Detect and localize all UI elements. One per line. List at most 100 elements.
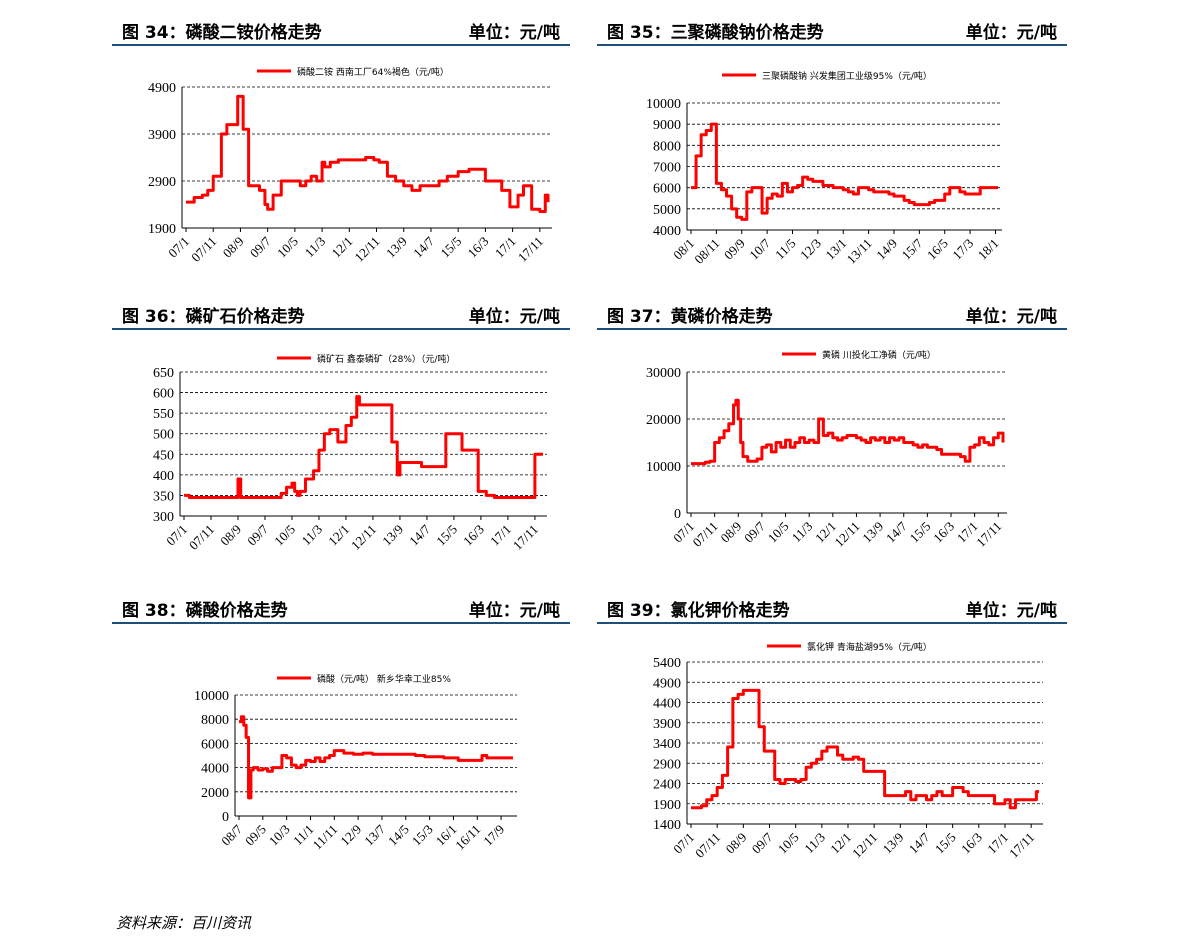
chart-35-svg: 4000500060007000800090001000008/108/1109… (646, 70, 1002, 267)
x-tick-label: 08/9 (717, 519, 744, 546)
x-tick-label: 08/7 (218, 821, 245, 848)
y-tick-label: 3900 (148, 128, 176, 143)
y-tick-label: 5000 (653, 203, 681, 218)
x-tick-label: 09/7 (749, 829, 776, 856)
x-tick-label: 17/3 (949, 236, 976, 263)
chart-unit: 单位：元/吨 (468, 23, 560, 43)
x-tick-label: 12/1 (325, 522, 352, 549)
x-tick-label: 12/1 (328, 234, 355, 261)
y-tick-label: 3900 (653, 717, 681, 732)
x-tick-label: 17/9 (480, 822, 507, 849)
chart-39-svg: 1400 1900 2400 2900 3400 3900 4400 4900 5400 07/1… (653, 641, 1043, 861)
x-tick-label: 07/11 (690, 519, 721, 550)
y-tick-label: 4400 (653, 697, 681, 712)
y-tick-label: 10000 (646, 97, 681, 112)
y-tick-label: 7000 (653, 161, 681, 176)
x-tick-label: 12/9 (337, 822, 364, 849)
series-line (186, 94, 550, 214)
x-tick-label: 15/7 (899, 235, 926, 262)
y-tick-label: 4900 (148, 81, 176, 96)
x-tick-label: 08/9 (220, 234, 247, 261)
x-tick-label: 10/5 (274, 234, 301, 261)
y-tick-label: 5400 (653, 656, 681, 671)
x-tick-label: 17/11 (1006, 830, 1037, 861)
chart-title: 图 34：磷酸二铵价格走势 (122, 23, 322, 43)
x-tick-label: 13/9 (879, 830, 906, 857)
x-tick-label: 14/7 (410, 233, 437, 260)
chart-title: 图 35：三聚磷酸钠价格走势 (607, 23, 824, 43)
legend-label: 三聚磷酸钠 兴发集团工业级95%（元/吨） (762, 70, 932, 82)
x-tick-label: 09/7 (244, 521, 271, 548)
y-tick-label: 10000 (646, 460, 681, 475)
y-tick-label: 10000 (194, 689, 229, 704)
x-tick-label: 14/5 (385, 822, 412, 849)
chart-title: 图 36：磷矿石价格走势 (122, 307, 305, 327)
legend-label: 磷矿石 鑫泰磷矿（28%）（元/吨） (317, 353, 455, 365)
chart-34-svg: 1900 2900 3900 4900 07/107/11 08/9 09/7 10/5 11/… (148, 66, 552, 265)
chart-unit: 单位：元/吨 (965, 307, 1057, 327)
x-tick-label: 07/11 (186, 522, 217, 553)
y-tick-label: 450 (153, 448, 174, 463)
y-tick-label: 650 (153, 366, 174, 381)
legend-label: 磷酸（元/吨） 新乡华幸工业85% (317, 673, 451, 685)
y-tick-label: 350 (153, 489, 174, 504)
x-tick-label: 09/7 (247, 233, 274, 260)
source-note: 资料来源：百川资讯 (116, 914, 252, 932)
x-tick-label: 08/9 (722, 830, 749, 857)
x-tick-label: 12/11 (351, 234, 382, 265)
y-tick-label: 6000 (201, 737, 229, 752)
chart-unit: 单位：元/吨 (468, 601, 560, 621)
chart-38-svg: 020004000600080001000008/709/510/311/111… (194, 673, 517, 853)
series-line (239, 715, 513, 800)
chart-header-36: 图 36：磷矿石价格走势 单位：元/吨 (112, 300, 570, 330)
x-tick-label: 11/3 (302, 234, 329, 261)
x-tick-label: 11/3 (298, 522, 325, 549)
x-tick-label: 16/3 (958, 830, 985, 857)
chart-header-39: 图 39：氯化钾价格走势 单位：元/吨 (597, 594, 1067, 624)
x-tick-label: 16/11 (452, 822, 483, 853)
x-tick-label: 17/1 (492, 234, 519, 261)
x-tick-label: 16/3 (930, 519, 957, 546)
chart-header-37: 图 37：黄磷价格走势 单位：元/吨 (597, 300, 1067, 330)
y-tick-label: 4900 (653, 676, 681, 691)
x-tick-label: 12/11 (831, 519, 862, 550)
x-tick-label: 15/5 (433, 522, 460, 549)
x-tick-label: 07/1 (165, 234, 192, 261)
y-tick-label: 20000 (646, 413, 681, 428)
x-tick-label: 17/11 (510, 522, 541, 553)
series-line (691, 688, 1039, 810)
x-tick-label: 11/5 (772, 236, 799, 263)
chart-title: 图 39：氯化钾价格走势 (607, 601, 790, 621)
x-tick-label: 09/5 (242, 822, 269, 849)
chart-header-35: 图 35：三聚磷酸钠价格走势 单位：元/吨 (597, 16, 1067, 46)
series-line (691, 122, 998, 221)
y-tick-label: 550 (153, 407, 174, 422)
legend-label: 氯化钾 青海盐湖95%（元/吨） (807, 641, 932, 653)
x-tick-label: 07/11 (692, 830, 723, 861)
series-line (691, 398, 1005, 466)
y-tick-label: 8000 (653, 139, 681, 154)
x-tick-label: 14/7 (883, 518, 910, 545)
x-tick-label: 14/7 (906, 829, 933, 856)
x-tick-label: 14/9 (873, 236, 900, 263)
x-tick-label: 13/7 (361, 821, 388, 848)
x-tick-label: 16/3 (465, 234, 492, 261)
legend-label: 磷酸二铵 西南工厂64%褐色（元/吨） (297, 66, 449, 78)
x-tick-label: 10/5 (775, 830, 802, 857)
x-tick-label: 11/3 (789, 519, 816, 546)
legend-label: 黄磷 川投化工净磷（元/吨） (822, 349, 936, 361)
chart-title: 图 38：磷酸价格走势 (122, 601, 288, 621)
y-tick-label: 400 (153, 469, 174, 484)
y-tick-label: 8000 (201, 713, 229, 728)
x-tick-label: 10/5 (271, 522, 298, 549)
x-tick-label: 15/5 (932, 830, 959, 857)
chart-unit: 单位：元/吨 (965, 23, 1057, 43)
y-tick-label: 9000 (653, 118, 681, 133)
y-tick-label: 0 (674, 507, 681, 522)
x-tick-label: 10/7 (746, 235, 773, 262)
y-tick-label: 500 (153, 428, 174, 443)
x-tick-label: 14/7 (406, 521, 433, 548)
y-tick-label: 1400 (653, 818, 681, 833)
x-tick-label: 07/1 (163, 522, 190, 549)
y-tick-label: 2000 (201, 786, 229, 801)
